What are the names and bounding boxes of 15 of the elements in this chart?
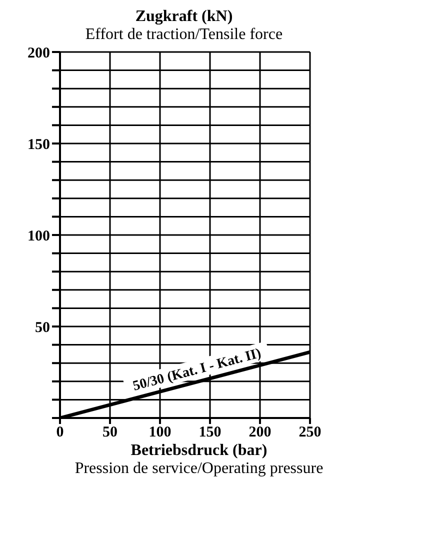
y-tick-label: 200: [28, 45, 50, 62]
x-tick-label: 0: [56, 424, 64, 441]
y-tick-label: 150: [28, 136, 50, 153]
x-tick-label: 250: [298, 424, 322, 441]
x-tick-label: 200: [248, 424, 272, 441]
annotation: 50/30 (Kat. I - Kat. II): [131, 346, 264, 394]
text: Pression de service/Operating pressure: [74, 460, 324, 478]
chart-subtitle: Effort de traction/Tensile force: [84, 26, 284, 44]
x-tick-label: 100: [148, 424, 172, 441]
y-tick-label: 50: [35, 320, 50, 336]
x-axis-title: Betriebsdruck (bar): [130, 442, 268, 460]
y-tick-label: 100: [28, 228, 50, 244]
x-tick-label: 50: [102, 424, 118, 441]
chart-title: Zugkraft (kN): [134, 8, 234, 26]
x-tick-label: 150: [198, 424, 222, 441]
